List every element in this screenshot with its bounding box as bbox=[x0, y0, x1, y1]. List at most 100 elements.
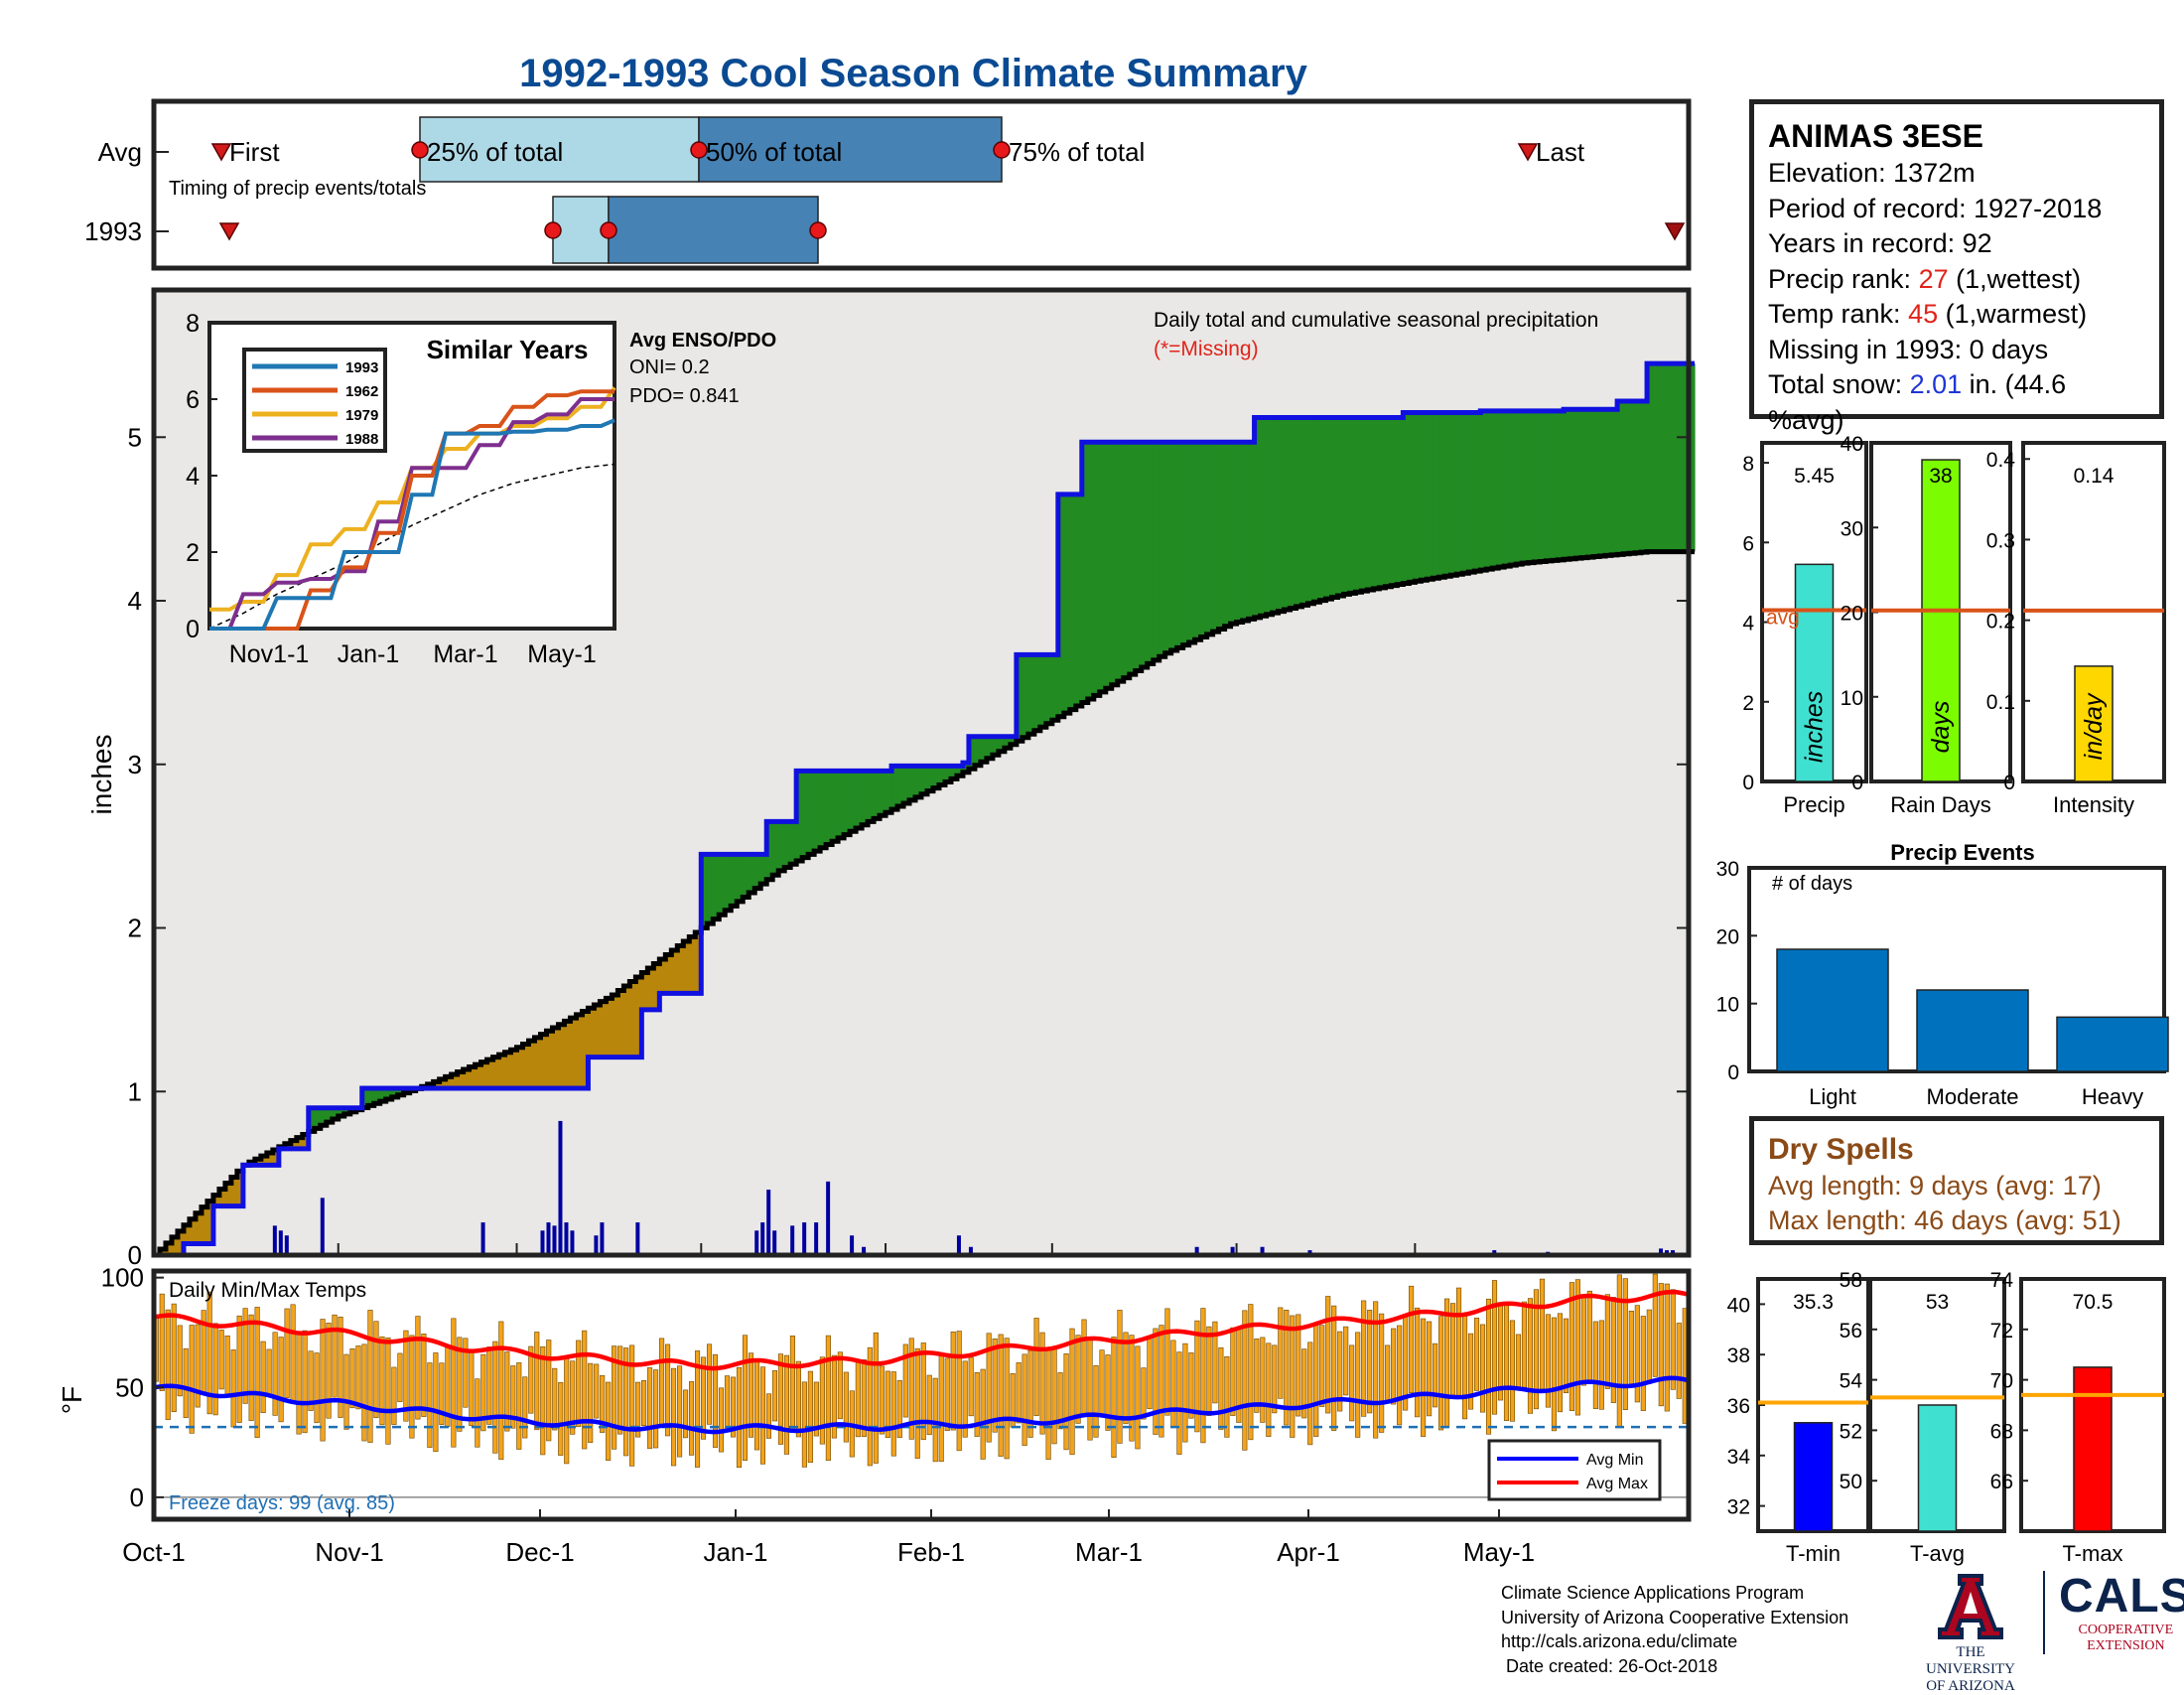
events-ylabel: # of days bbox=[1772, 873, 1852, 895]
daily-temp-bar bbox=[1433, 1343, 1437, 1407]
above-average-fill bbox=[1462, 413, 1469, 574]
daily-temp-bar bbox=[535, 1332, 540, 1429]
inset-xtick-label: Jan-1 bbox=[338, 640, 400, 668]
figure-title: 1992-1993 Cool Season Climate Summary bbox=[519, 52, 1307, 95]
daily-temp-bar bbox=[160, 1294, 165, 1390]
daily-temp-bar bbox=[647, 1367, 652, 1448]
marker-50-label: 50% of total bbox=[706, 137, 842, 167]
timing-row-1993: 1993 bbox=[84, 216, 142, 246]
above-average-fill bbox=[897, 766, 904, 806]
daily-temp-bar bbox=[802, 1382, 807, 1468]
daily-temp-bar bbox=[1665, 1284, 1670, 1411]
above-average-fill bbox=[1231, 442, 1238, 624]
daily-temp-bar bbox=[333, 1315, 338, 1397]
daily-temp-bar bbox=[1279, 1308, 1284, 1398]
daily-temp-bar bbox=[1427, 1322, 1432, 1416]
above-average-fill bbox=[1510, 411, 1517, 565]
station-period: Period of record: 1927-2018 bbox=[1768, 192, 2145, 227]
daily-temp-bar bbox=[1136, 1346, 1141, 1449]
above-average-fill bbox=[1106, 442, 1113, 688]
inset-ytick-label: 2 bbox=[186, 539, 200, 567]
above-average-fill bbox=[713, 854, 720, 918]
above-average-fill bbox=[1617, 401, 1624, 554]
daily-temp-bar bbox=[1195, 1321, 1200, 1432]
above-average-fill bbox=[838, 771, 845, 838]
daily-temp-bar bbox=[1130, 1336, 1135, 1442]
event-category-label: Moderate bbox=[1927, 1084, 2019, 1109]
daily-temp-bar bbox=[1118, 1310, 1123, 1443]
above-average-fill bbox=[1130, 442, 1137, 674]
above-average-fill bbox=[1189, 442, 1196, 642]
cals-label-1: COOPERATIVE bbox=[2059, 1623, 2184, 1638]
daily-temp-bar bbox=[1558, 1314, 1563, 1412]
tpanel-ytick-label: 58 bbox=[1840, 1269, 1862, 1292]
above-average-fill bbox=[1593, 409, 1600, 556]
daily-temp-bar bbox=[772, 1370, 777, 1421]
daily-temp-bar bbox=[1653, 1274, 1658, 1376]
tpanel-ytick-label: 36 bbox=[1727, 1395, 1750, 1418]
daily-temp-bar bbox=[671, 1368, 676, 1466]
daily-temp-bar bbox=[416, 1317, 421, 1420]
temp-ylabel: °F bbox=[57, 1386, 87, 1414]
daily-temp-bar bbox=[754, 1361, 759, 1450]
panel-ytick-label: 6 bbox=[1742, 532, 1754, 555]
daily-temp-bar bbox=[594, 1364, 599, 1418]
daily-temp-bar bbox=[1076, 1336, 1081, 1424]
daily-temp-bar bbox=[255, 1307, 260, 1437]
daily-temp-bar bbox=[285, 1309, 290, 1398]
station-precip-rank: Precip rank: 27 (1,wettest) bbox=[1768, 262, 2145, 298]
daily-temp-bar bbox=[321, 1320, 326, 1442]
daily-temp-bar bbox=[564, 1358, 569, 1464]
daily-temp-bar bbox=[344, 1354, 349, 1429]
daily-temp-bar bbox=[1581, 1295, 1586, 1385]
daily-temp-bar bbox=[1415, 1308, 1420, 1417]
daily-temp-bar bbox=[1641, 1316, 1646, 1410]
daily-temp-bar bbox=[249, 1315, 254, 1420]
daily-temp-bar bbox=[1528, 1299, 1533, 1414]
below-average-fill bbox=[552, 1028, 559, 1088]
daily-precip-bar bbox=[826, 1182, 830, 1255]
daily-temp-bar bbox=[1498, 1305, 1503, 1400]
panel-ytick-label: 8 bbox=[1742, 453, 1754, 476]
tpanel-value-bar bbox=[1919, 1405, 1957, 1531]
above-average-fill bbox=[1450, 413, 1457, 576]
footer-credits: Climate Science Applications Program Uni… bbox=[1501, 1581, 1848, 1678]
daily-temp-bar bbox=[1273, 1345, 1278, 1413]
inset-legend-label: 1993 bbox=[345, 359, 378, 376]
above-average-fill bbox=[1307, 418, 1314, 604]
panel-category-label: Rain Days bbox=[1890, 792, 1990, 817]
daily-temp-bar bbox=[1504, 1303, 1509, 1421]
tpanel-ytick-label: 50 bbox=[1840, 1471, 1862, 1493]
panel-ytick-label: 4 bbox=[1742, 613, 1754, 636]
daily-temp-bar bbox=[1564, 1319, 1569, 1393]
daily-temp-bar bbox=[933, 1378, 938, 1462]
tpanel-ytick-label: 66 bbox=[1990, 1471, 2013, 1493]
daily-temp-bar bbox=[172, 1304, 177, 1412]
temp-title: Daily Min/Max Temps bbox=[169, 1279, 366, 1302]
daily-temp-bar bbox=[981, 1369, 986, 1459]
daily-temp-bar bbox=[1319, 1326, 1324, 1407]
daily-temp-bar bbox=[1456, 1288, 1461, 1395]
daily-temp-bar bbox=[1189, 1352, 1194, 1418]
above-average-fill bbox=[1337, 418, 1344, 596]
daily-temp-bar bbox=[552, 1368, 557, 1430]
below-average-fill bbox=[540, 1035, 547, 1088]
below-average-fill bbox=[683, 941, 690, 993]
daily-temp-bar bbox=[1391, 1329, 1396, 1404]
daily-temp-bar bbox=[1023, 1354, 1027, 1446]
above-average-fill bbox=[1611, 409, 1618, 555]
panel-ytick-label: 0.1 bbox=[1986, 691, 2015, 714]
daily-temp-bar bbox=[945, 1358, 950, 1431]
above-average-fill bbox=[1331, 418, 1338, 598]
above-average-fill bbox=[1040, 654, 1047, 727]
freeze-days: Freeze days: 99 (avg. 85) bbox=[169, 1492, 395, 1514]
footer-line-1: Climate Science Applications Program bbox=[1501, 1581, 1848, 1606]
temp-rank-label: Temp rank: bbox=[1768, 299, 1908, 329]
daily-precip-bar bbox=[760, 1222, 764, 1255]
daily-temp-bar bbox=[428, 1363, 433, 1448]
above-average-fill bbox=[778, 821, 785, 870]
panel-ytick-label: 0 bbox=[1851, 772, 1863, 794]
above-average-fill bbox=[1237, 442, 1244, 622]
